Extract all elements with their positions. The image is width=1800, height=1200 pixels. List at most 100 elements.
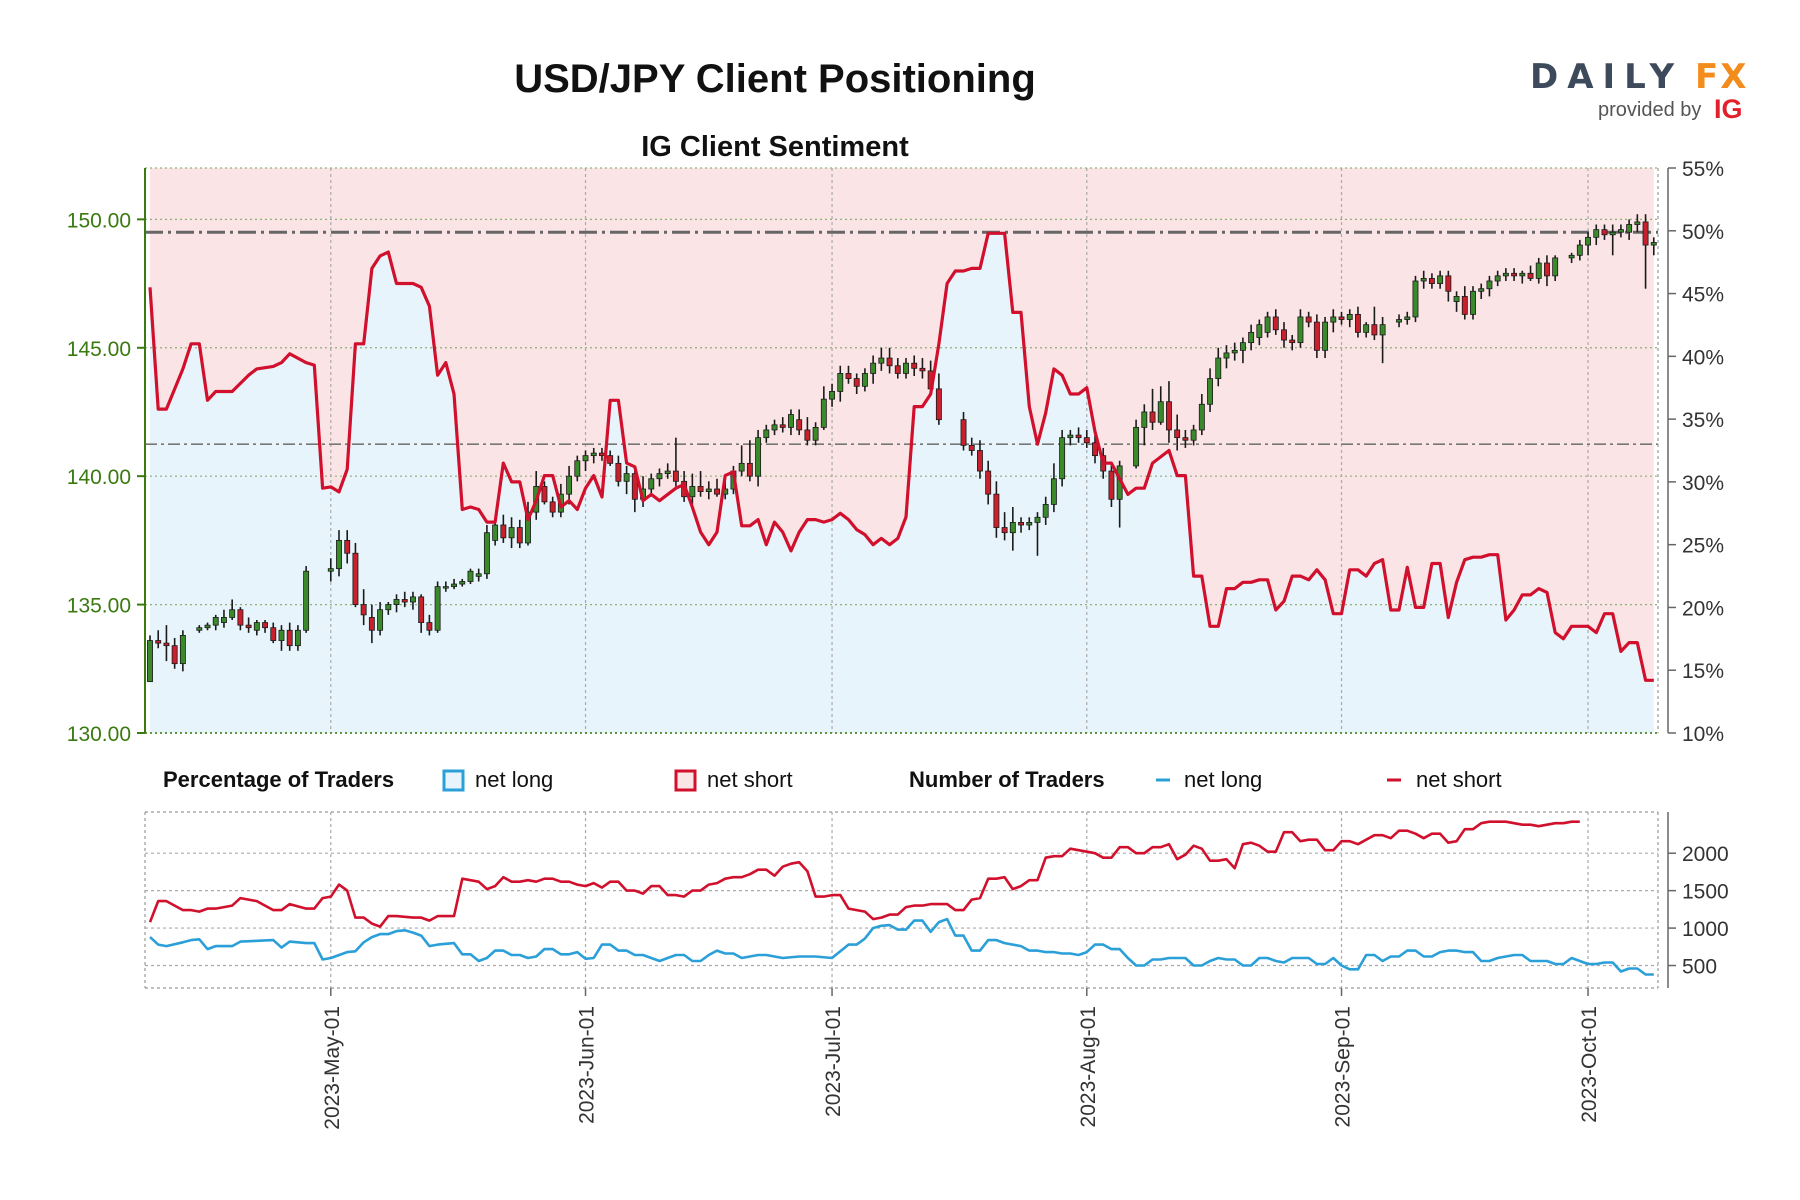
candle-body: [221, 617, 227, 623]
candle-body: [845, 373, 852, 379]
chart-title: USD/JPY Client Positioning: [514, 57, 1036, 101]
candle-body: [672, 470, 679, 482]
candle-body: [278, 629, 285, 641]
legend-num-long-label: net long: [1184, 767, 1262, 792]
dailyfx-logo: DAILY FX provided by IG: [1530, 57, 1748, 124]
candle-body: [475, 573, 482, 577]
candle-body: [1338, 316, 1345, 320]
logo-daily-text: DAILY: [1530, 57, 1683, 97]
sentiment-tick-label: 35%: [1682, 409, 1724, 432]
count-tick-label: 2000: [1682, 843, 1729, 866]
chart-subtitle: IG Client Sentiment: [641, 131, 909, 163]
candle-body: [229, 609, 236, 618]
candle-body: [1609, 231, 1616, 236]
candle-body: [1009, 522, 1016, 534]
candle-body: [820, 398, 827, 428]
logo-fx-text: FX: [1695, 57, 1748, 97]
date-tick-label: 2023-May-01: [321, 1006, 344, 1130]
candle-body: [360, 604, 367, 616]
candle-body: [1322, 321, 1329, 351]
candle-body: [1346, 313, 1353, 320]
candle-body: [212, 617, 219, 626]
candle-body: [467, 570, 474, 582]
candle-body: [1593, 229, 1600, 238]
candle-body: [1272, 316, 1279, 331]
candle-body: [245, 624, 252, 629]
sentiment-tick-label: 15%: [1682, 660, 1724, 683]
candle-body: [714, 488, 720, 495]
candle-body: [919, 367, 926, 372]
candle-body: [303, 570, 310, 631]
candle-body: [763, 429, 770, 439]
price-tick-label: 150.00: [67, 209, 131, 232]
candle-body: [705, 488, 712, 492]
candle-body: [1535, 262, 1542, 279]
candle-body: [253, 622, 260, 631]
candle-body: [697, 486, 704, 492]
candle-body: [1026, 522, 1033, 526]
candle-body: [294, 629, 301, 647]
candle-body: [1239, 342, 1246, 351]
legend-pct-long-swatch: [442, 769, 465, 792]
candle-body: [870, 362, 877, 374]
candle-body: [385, 604, 392, 611]
candle-body: [1396, 319, 1402, 323]
candle-body: [590, 452, 597, 457]
candle-body: [1198, 403, 1205, 431]
candle-body: [1182, 437, 1189, 441]
candle-body: [1568, 254, 1575, 259]
candle-body: [1231, 349, 1238, 354]
candle-body: [1412, 280, 1419, 318]
candle-body: [599, 452, 605, 457]
candle-body: [1601, 229, 1608, 236]
candle-body: [1428, 278, 1435, 284]
candle-body: [1297, 316, 1304, 344]
sentiment-tick-label: 45%: [1682, 284, 1724, 307]
candle-body: [1330, 316, 1337, 323]
candle-body: [755, 437, 762, 477]
candle-body: [878, 357, 885, 364]
candle-body: [549, 501, 556, 513]
candle-body: [1519, 272, 1526, 277]
candle-body: [886, 357, 893, 367]
candle-body: [1437, 275, 1444, 284]
sentiment-tick-label: 20%: [1682, 597, 1724, 620]
candle-body: [1420, 278, 1427, 282]
candle-body: [1585, 236, 1591, 246]
candle-body: [853, 378, 860, 387]
candle-body: [1289, 339, 1296, 344]
net-short-traders-line: [148, 820, 1580, 928]
price-tick-label: 135.00: [67, 595, 131, 618]
candle-body: [985, 470, 992, 495]
candle-body: [1059, 437, 1066, 480]
candle-body: [829, 391, 835, 400]
candle-body: [1552, 257, 1559, 277]
candle-body: [894, 365, 901, 374]
count-tick-label: 1000: [1682, 918, 1729, 941]
candle-body: [1034, 516, 1041, 523]
candle-body: [1576, 244, 1583, 256]
legend-pct-title: Percentage of Traders: [163, 767, 394, 792]
net-long-traders-line: [149, 917, 1654, 976]
candle-body: [1453, 296, 1460, 302]
candle-body: [779, 424, 786, 428]
candle-body: [615, 462, 622, 482]
candle-body: [1141, 411, 1148, 428]
candle-body: [1174, 429, 1181, 439]
legend-num-title: Number of Traders: [909, 767, 1105, 792]
legend-num-short-label: net short: [1416, 767, 1502, 792]
candle-body: [237, 609, 244, 626]
legend-pct-short-label: net short: [707, 767, 793, 792]
logo-provided-text: provided by: [1598, 99, 1701, 121]
candle-body: [1478, 288, 1485, 292]
candle-body: [410, 596, 416, 603]
candle-body: [483, 532, 490, 575]
candle-body: [1617, 229, 1624, 233]
logo-ig-text: IG: [1714, 94, 1743, 124]
candle-body: [147, 640, 153, 683]
candle-body: [508, 527, 515, 539]
sentiment-tick-label: 50%: [1682, 221, 1724, 244]
candle-body: [1248, 331, 1255, 344]
sentiment-tick-label: 25%: [1682, 535, 1724, 558]
candle-body: [993, 493, 1000, 528]
